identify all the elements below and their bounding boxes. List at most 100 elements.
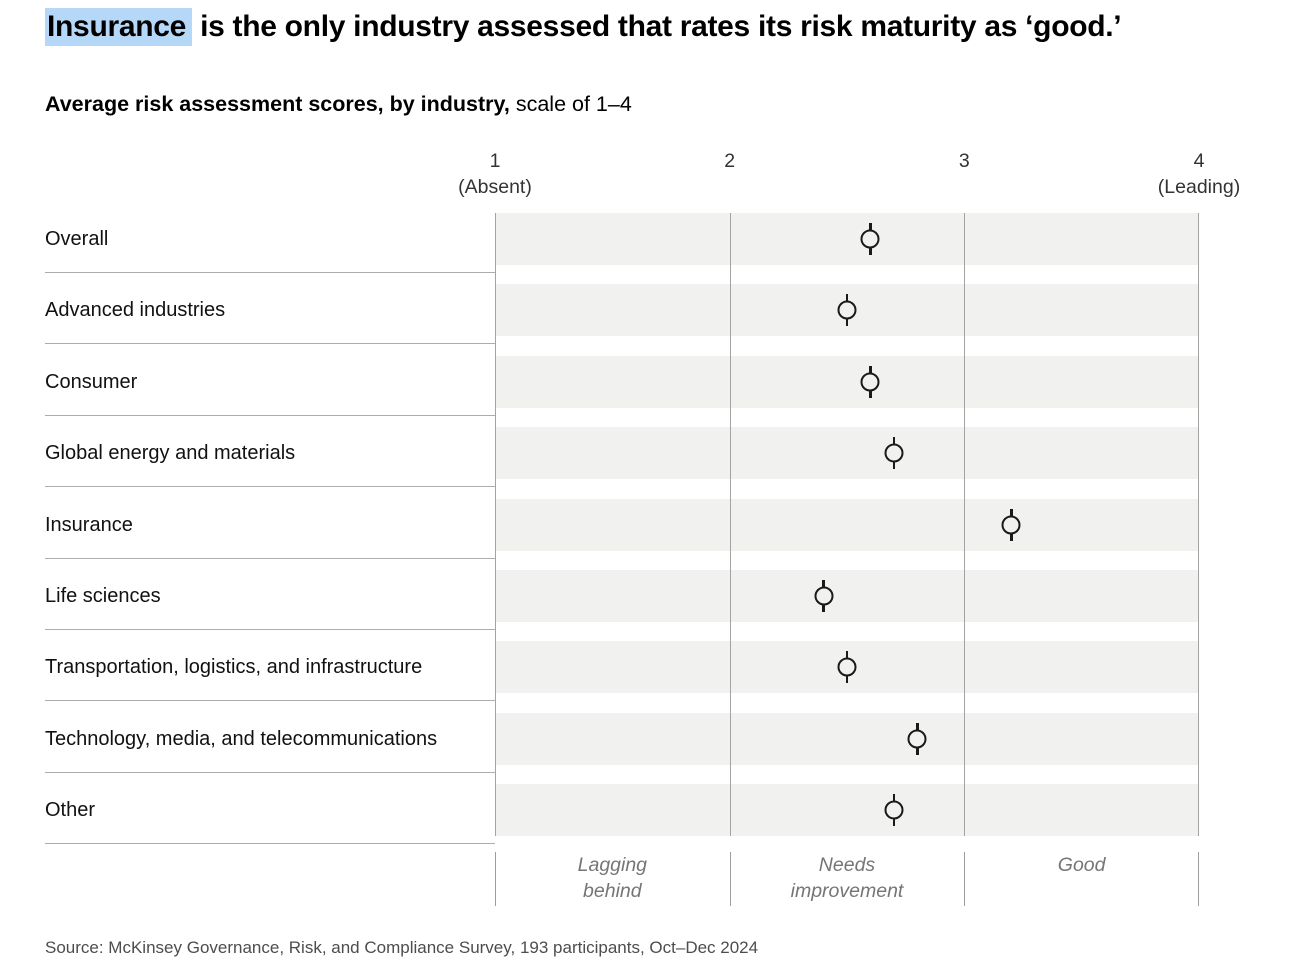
source-note: Source: McKinsey Governance, Risk, and C… bbox=[45, 938, 759, 957]
row-band bbox=[495, 355, 1199, 408]
chart-row: Insurance bbox=[45, 498, 1199, 559]
row-label: Overall bbox=[45, 228, 109, 250]
row-label: Transportation, logistics, and infrastru… bbox=[45, 656, 423, 679]
row-band bbox=[495, 569, 1199, 622]
marker-line-top bbox=[892, 437, 896, 445]
axis-tick-label: 2 bbox=[724, 150, 736, 172]
data-marker bbox=[859, 365, 881, 398]
data-marker bbox=[883, 437, 905, 470]
row-divider bbox=[45, 700, 495, 702]
chart-row: Advanced industries bbox=[45, 284, 1199, 345]
data-marker bbox=[836, 651, 858, 684]
marker-circle bbox=[884, 443, 904, 463]
row-label: Technology, media, and telecommunication… bbox=[45, 727, 438, 750]
axis-tick-label: 4 bbox=[1193, 150, 1205, 172]
row-divider bbox=[45, 628, 495, 630]
chart-subtitle: Average risk assessment scores, by indus… bbox=[45, 90, 632, 118]
row-label: Insurance bbox=[45, 513, 133, 536]
chart-title: Insurance is the only industry assessed … bbox=[45, 6, 1122, 48]
data-marker bbox=[1000, 508, 1022, 541]
marker-line-bottom bbox=[916, 747, 919, 755]
zone-label: Good bbox=[1057, 854, 1106, 876]
data-marker bbox=[836, 294, 858, 327]
row-divider bbox=[45, 771, 495, 773]
title-rest: is the only industry assessed that rates… bbox=[192, 10, 1122, 43]
marker-line-bottom bbox=[845, 319, 849, 327]
row-band bbox=[495, 712, 1199, 765]
data-marker bbox=[859, 223, 881, 255]
chart-row: Consumer bbox=[45, 355, 1199, 416]
axis-tick-sublabel: (Absent) bbox=[458, 176, 532, 198]
axis-tick: 2 bbox=[724, 148, 735, 174]
marker-circle bbox=[860, 372, 880, 392]
row-list: Overall Advanced industries Consumer Global… bbox=[45, 213, 1199, 845]
x-axis-header: 1 (Absent) 2 3 4 (Leading) bbox=[458, 148, 1240, 204]
title-highlight: Insurance bbox=[45, 8, 193, 46]
row-band bbox=[495, 284, 1199, 337]
chart-row: Transportation, logistics, and infrastru… bbox=[45, 641, 1199, 702]
axis-tick-label: 1 bbox=[489, 150, 501, 172]
row-label: Consumer bbox=[45, 370, 138, 393]
zone-axis: Lagging behind Needs improvement Good bbox=[495, 852, 1199, 906]
axis-tick: 1 (Absent) bbox=[458, 148, 532, 200]
row-band bbox=[495, 213, 1199, 265]
chart-row: Technology, media, and telecommunication… bbox=[45, 712, 1199, 773]
marker-line-top bbox=[1010, 508, 1013, 516]
marker-line-bottom bbox=[1010, 533, 1013, 541]
marker-line-bottom bbox=[892, 819, 896, 827]
marker-line-bottom bbox=[869, 390, 872, 398]
chart-row: Global energy and materials bbox=[45, 427, 1199, 488]
row-label: Life sciences bbox=[45, 584, 161, 607]
marker-circle bbox=[1001, 515, 1021, 535]
chart-row: Life sciences bbox=[45, 569, 1199, 630]
row-band bbox=[495, 784, 1199, 837]
zone-tick bbox=[495, 852, 496, 906]
chart-row: Other bbox=[45, 784, 1199, 845]
marker-circle bbox=[837, 300, 857, 320]
row-band bbox=[495, 641, 1199, 694]
marker-circle bbox=[860, 229, 880, 249]
zone-tick bbox=[729, 852, 731, 906]
marker-line-top bbox=[845, 651, 849, 659]
zone-tick bbox=[1198, 852, 1199, 906]
marker-circle bbox=[814, 586, 834, 606]
subtitle-note: scale of 1–4 bbox=[509, 92, 632, 116]
zone-label: Needs improvement bbox=[790, 854, 904, 902]
marker-line-top bbox=[892, 794, 896, 802]
axis-tick: 4 (Leading) bbox=[1158, 148, 1240, 200]
data-marker bbox=[906, 722, 928, 755]
marker-line-top bbox=[822, 579, 825, 587]
row-divider bbox=[45, 414, 495, 416]
data-marker bbox=[813, 579, 835, 612]
marker-line-bottom bbox=[845, 676, 849, 684]
marker-line-bottom bbox=[822, 604, 825, 612]
row-divider bbox=[45, 843, 495, 845]
zone-tick bbox=[964, 852, 966, 906]
subtitle-bold: Average risk assessment scores, by indus… bbox=[45, 92, 510, 116]
marker-line-top bbox=[845, 294, 849, 302]
row-divider bbox=[45, 272, 495, 273]
row-divider bbox=[45, 343, 495, 345]
row-label: Global energy and materials bbox=[45, 442, 296, 465]
dot-plot: Overall Advanced industries Consumer Global… bbox=[45, 213, 1199, 845]
zone-label: Lagging behind bbox=[577, 854, 648, 902]
chart-row: Overall bbox=[45, 213, 1199, 273]
marker-circle bbox=[884, 800, 904, 820]
marker-line-top bbox=[916, 722, 919, 730]
row-label: Advanced industries bbox=[45, 299, 226, 322]
marker-circle bbox=[907, 729, 927, 749]
marker-line-bottom bbox=[892, 462, 896, 470]
row-band bbox=[495, 498, 1199, 551]
data-marker bbox=[883, 794, 905, 827]
axis-tick: 3 bbox=[959, 148, 970, 174]
row-divider bbox=[45, 557, 495, 559]
marker-line-top bbox=[869, 365, 872, 373]
marker-line-bottom bbox=[869, 248, 872, 255]
row-label: Other bbox=[45, 799, 96, 822]
row-band bbox=[495, 427, 1199, 480]
marker-circle bbox=[837, 657, 857, 677]
row-divider bbox=[45, 486, 495, 488]
marker-line-top bbox=[869, 223, 872, 230]
axis-tick-sublabel: (Leading) bbox=[1157, 176, 1241, 198]
